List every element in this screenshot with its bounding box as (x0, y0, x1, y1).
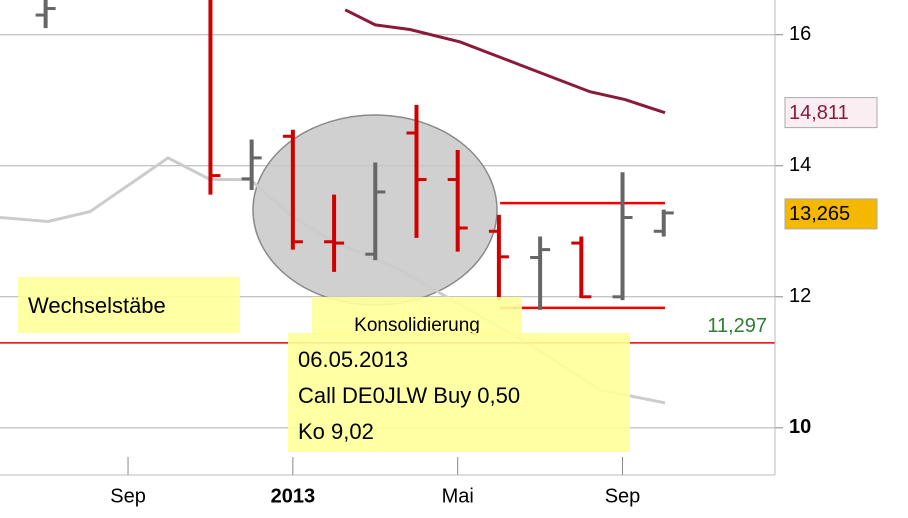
y-tick-label: 12 (789, 285, 811, 307)
annotation-text: Call DE0JLW Buy 0,50 (298, 383, 520, 408)
price-badge (784, 198, 878, 230)
x-tick-label: Sep (110, 485, 146, 507)
annotation-box (312, 297, 522, 337)
annotation-text: Konsolidierung (354, 315, 480, 336)
price-label: 14,811 (789, 102, 849, 124)
y-tick-label: 10 (789, 416, 811, 438)
annotations: Wechselstäbe Konsolidierung 06.05.2013 C… (18, 277, 630, 452)
annotation-box (18, 277, 240, 333)
line-series (344, 8, 666, 115)
x-tick-label: 2013 (271, 485, 316, 507)
annotation-text: Wechselstäbe (28, 293, 166, 318)
annotation-text: Ko 9,02 (298, 419, 374, 444)
axes: 10 12 14 16 Sep 2013 Mai Sep 11,297 14,811 13,265 (0, 0, 878, 507)
x-tick-label: Sep (605, 485, 641, 507)
price-label: 13,265 (789, 203, 850, 225)
plot-area (0, 0, 775, 405)
annotation-text: 06.05.2013 (298, 347, 408, 372)
y-tick-label: 14 (789, 154, 811, 176)
reference-label: 11,297 (707, 315, 767, 337)
x-tick-label: Mai (442, 485, 474, 507)
annotation-box (288, 333, 630, 452)
price-badge (784, 97, 878, 129)
y-tick-label: 16 (789, 23, 811, 45)
